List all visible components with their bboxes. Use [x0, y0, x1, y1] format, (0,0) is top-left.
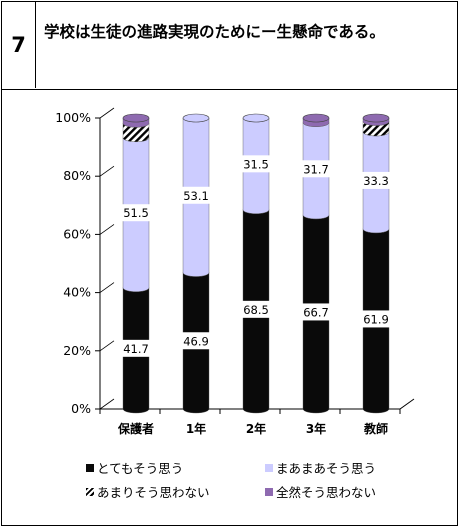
x-tick-label: 2年	[246, 421, 266, 436]
data-label: 46.9	[183, 334, 209, 348]
x-tick-label: 保護者	[117, 421, 154, 436]
data-label: 31.7	[303, 162, 329, 176]
legend-item: とてもそう思う	[86, 458, 183, 477]
data-label-box	[179, 332, 213, 350]
legend-label: まあまあそう思う	[276, 461, 377, 476]
bar-top-cap	[362, 113, 390, 123]
legend-item: まあまあそう思う	[265, 458, 376, 477]
data-label-box	[299, 303, 333, 321]
x-tick-label: 1年	[186, 421, 206, 436]
data-label: 31.5	[243, 157, 269, 171]
y-tick-label: 80%	[63, 168, 91, 183]
legend-label: あまりそう思わない	[97, 485, 210, 500]
y-tick-depth	[99, 165, 115, 177]
y-tick-depth	[99, 340, 115, 352]
data-label-box	[119, 204, 153, 222]
data-label: 51.5	[123, 206, 149, 220]
bar-top-cap	[182, 113, 210, 123]
data-label-box	[119, 339, 153, 357]
x-tick-label: 3年	[306, 421, 326, 436]
legend-swatch	[86, 487, 94, 496]
bar-top-cap	[242, 113, 270, 123]
data-label-box	[299, 160, 333, 178]
data-label: 53.1	[183, 189, 209, 203]
data-label-box	[239, 155, 273, 173]
y-tick-label: 20%	[63, 343, 91, 358]
y-tick-depth	[99, 224, 115, 235]
legend-item: 全然そう思わない	[265, 482, 376, 501]
legend-swatch	[265, 487, 273, 496]
data-label: 66.7	[303, 305, 329, 319]
question-text: 学校は生徒の進路実現のためにー生懸命である。	[44, 23, 385, 41]
bar-top-cap	[122, 113, 150, 123]
data-label: 33.3	[363, 174, 389, 188]
data-label: 61.9	[363, 312, 389, 326]
y-tick-depth	[99, 398, 115, 410]
legend-swatch	[265, 463, 273, 472]
data-label-box	[359, 171, 393, 189]
data-label-box	[239, 300, 273, 318]
data-label: 68.5	[243, 303, 269, 317]
y-tick-label: 60%	[63, 226, 91, 241]
legend-label: 全然そう思わない	[276, 485, 377, 500]
data-label: 41.7	[123, 342, 149, 356]
legend-item: あまりそう思わない	[86, 482, 210, 501]
y-tick-depth	[99, 282, 115, 293]
question-number: 7	[2, 2, 36, 88]
y-tick-label: 40%	[63, 285, 91, 300]
bar-top-cap	[302, 113, 330, 123]
legend-label: とてもそう思う	[97, 461, 184, 476]
y-tick-label: 100%	[55, 110, 91, 125]
question-header: 7 学校は生徒の進路実現のためにー生懸命である。	[2, 2, 457, 90]
x-tick-label: 教師	[363, 421, 388, 436]
y-tick-label: 0%	[71, 401, 91, 416]
data-label-box	[359, 310, 393, 328]
y-tick-depth	[99, 107, 115, 119]
data-label-box	[179, 186, 213, 204]
legend-swatch	[86, 463, 94, 472]
